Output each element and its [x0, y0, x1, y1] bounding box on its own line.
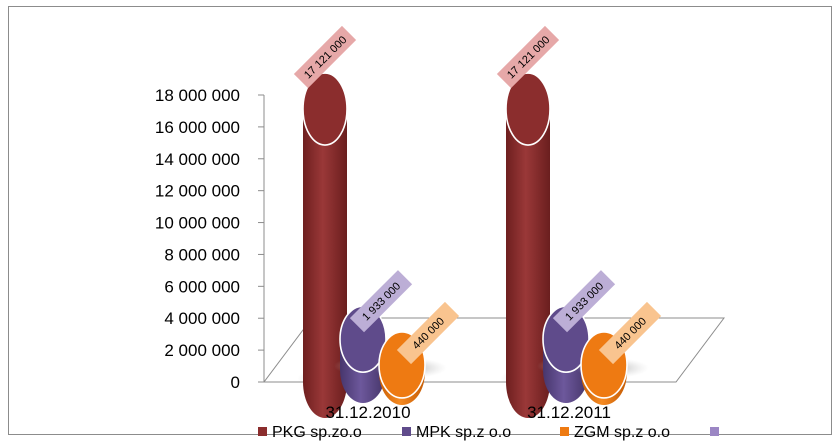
x-category-label: 31.12.2011	[527, 403, 611, 422]
data-label-box	[598, 301, 662, 365]
bar-pkg-0	[303, 109, 347, 418]
data-label-box	[552, 270, 616, 333]
y-tick-label: 12 000 000	[155, 182, 240, 201]
bar-top-cap	[302, 72, 348, 146]
data-label-box	[293, 25, 357, 89]
y-tick-label: 0	[231, 373, 240, 392]
bar-pkg-1	[506, 109, 550, 418]
y-tick-label: 14 000 000	[155, 150, 240, 169]
legend-entry: MPK sp.z o.o	[416, 424, 511, 441]
y-tick-label: 16 000 000	[155, 118, 240, 137]
legend-entry: PKG sp.zo.o	[272, 424, 362, 441]
legend-entry: ZGM sp.z o.o	[574, 424, 670, 441]
data-label-box	[349, 270, 413, 333]
y-tick-label: 10 000 000	[155, 214, 240, 233]
legend-marker-extra	[710, 427, 719, 436]
legend-marker	[560, 427, 569, 436]
y-tick-label: 8 000 000	[164, 245, 240, 264]
y-tick-label: 4 000 000	[164, 309, 240, 328]
legend-marker	[258, 427, 267, 436]
y-tick-label: 6 000 000	[164, 277, 240, 296]
data-label-box	[496, 25, 560, 89]
y-tick-label: 2 000 000	[164, 341, 240, 360]
data-label-box	[396, 301, 460, 365]
y-tick-label: 18 000 000	[155, 86, 240, 105]
bar-top-cap	[505, 72, 551, 146]
x-category-label: 31.12.2010	[325, 403, 410, 422]
legend-marker	[402, 427, 411, 436]
